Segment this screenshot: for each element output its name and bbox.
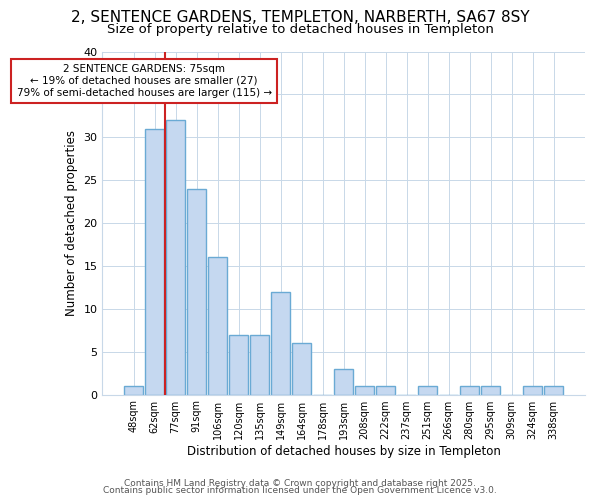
Text: Contains HM Land Registry data © Crown copyright and database right 2025.: Contains HM Land Registry data © Crown c… [124,478,476,488]
Bar [523,386,542,394]
Bar [145,128,164,394]
X-axis label: Distribution of detached houses by size in Templeton: Distribution of detached houses by size … [187,444,500,458]
Bar [271,292,290,395]
Bar [418,386,437,394]
Bar [481,386,500,394]
Bar [187,188,206,394]
Text: 2 SENTENCE GARDENS: 75sqm
← 19% of detached houses are smaller (27)
79% of semi-: 2 SENTENCE GARDENS: 75sqm ← 19% of detac… [17,64,272,98]
Bar [208,258,227,394]
Bar [460,386,479,394]
Bar [124,386,143,394]
Text: Size of property relative to detached houses in Templeton: Size of property relative to detached ho… [107,22,493,36]
Text: Contains public sector information licensed under the Open Government Licence v3: Contains public sector information licen… [103,486,497,495]
Bar [355,386,374,394]
Bar [166,120,185,394]
Bar [250,334,269,394]
Bar [334,369,353,394]
Bar [544,386,563,394]
Text: 2, SENTENCE GARDENS, TEMPLETON, NARBERTH, SA67 8SY: 2, SENTENCE GARDENS, TEMPLETON, NARBERTH… [71,10,529,25]
Bar [292,343,311,394]
Bar [229,334,248,394]
Y-axis label: Number of detached properties: Number of detached properties [65,130,77,316]
Bar [376,386,395,394]
